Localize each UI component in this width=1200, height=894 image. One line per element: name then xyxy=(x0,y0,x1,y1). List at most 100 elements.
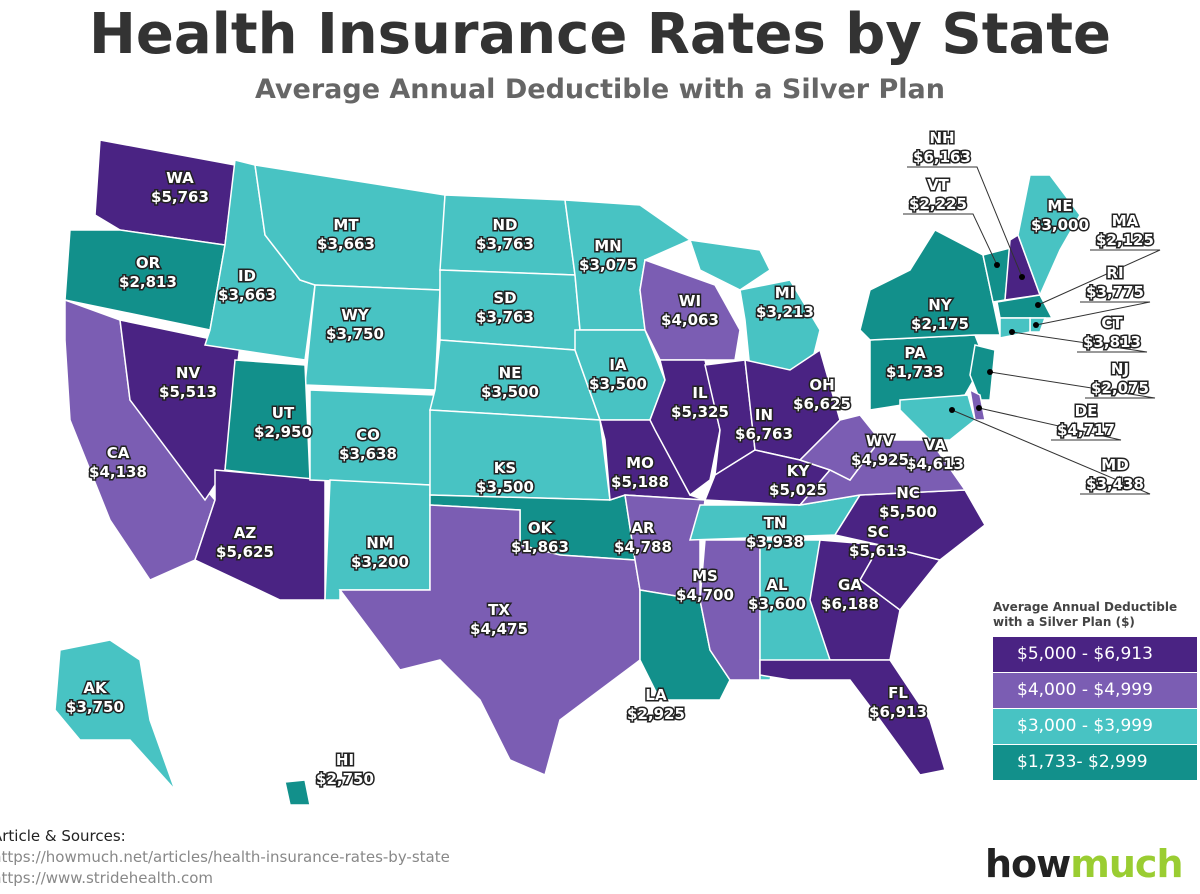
state-label-value: $3,075 xyxy=(579,256,637,274)
map-title: Health Insurance Rates by State xyxy=(88,2,1112,67)
state-de xyxy=(969,388,986,421)
state-label-abbr: FL xyxy=(888,684,908,702)
leader-line xyxy=(907,166,1023,278)
state-label-value: $5,625 xyxy=(216,543,274,561)
state-tx xyxy=(338,504,641,777)
state-label-value: $4,788 xyxy=(614,538,672,556)
sources: Article & Sources: https://howmuch.net/a… xyxy=(0,826,450,889)
state-label-value: $4,925 xyxy=(851,451,909,469)
state-label-abbr: NV xyxy=(176,364,201,382)
state-label-abbr: AZ xyxy=(234,524,257,542)
state-label-abbr: TN xyxy=(764,514,787,532)
state-label-abbr: LA xyxy=(645,686,667,704)
state-label-abbr: PA xyxy=(904,344,926,362)
leader-line xyxy=(1037,249,1161,306)
leader-line xyxy=(978,407,1122,441)
state-label-value: $3,763 xyxy=(476,235,534,253)
state-label-abbr: CO xyxy=(356,426,380,444)
state-label-value: $3,638 xyxy=(339,445,397,463)
state-label-value: $3,763 xyxy=(476,308,534,326)
state-label-abbr: MI xyxy=(775,284,796,302)
state-label-abbr: VT xyxy=(927,176,950,194)
state-label-value: $6,913 xyxy=(869,703,927,721)
leader-line xyxy=(951,409,1151,495)
leader-dot xyxy=(1033,322,1039,328)
state-label-abbr: WV xyxy=(866,432,895,450)
state-label-abbr: WY xyxy=(341,306,370,324)
state-label-value: $6,163 xyxy=(913,148,971,166)
source-link[interactable]: https://www.stridehealth.com xyxy=(0,869,214,887)
state-label-value: $5,325 xyxy=(671,403,729,421)
state-label-abbr: IN xyxy=(755,406,773,424)
legend-item-tier1: $5,000 - $6,913 xyxy=(993,637,1197,673)
state-az xyxy=(194,469,326,601)
state-label-value: $3,500 xyxy=(476,478,534,496)
state-label-abbr: ME xyxy=(1047,197,1072,215)
state-label-value: $3,938 xyxy=(746,533,804,551)
state-label-value: $3,213 xyxy=(756,303,814,321)
leader-line xyxy=(1011,331,1148,353)
state-label-value: $5,188 xyxy=(611,473,669,491)
state-label-abbr: IA xyxy=(609,356,627,374)
source-link[interactable]: https://howmuch.net/articles/health-insu… xyxy=(0,848,450,866)
state-label-value: $6,763 xyxy=(735,425,793,443)
state-ma xyxy=(996,294,1054,319)
state-label-value: $4,700 xyxy=(676,586,734,604)
state-ut xyxy=(224,359,311,481)
state-label-value: $5,763 xyxy=(151,188,209,206)
state-label-abbr: UT xyxy=(272,404,295,422)
state-label-abbr: NC xyxy=(896,484,920,502)
state-label-abbr: NM xyxy=(366,534,393,552)
leader-dot xyxy=(1035,302,1041,308)
state-label-abbr: RI xyxy=(1106,264,1123,282)
state-mi xyxy=(688,239,821,371)
state-label-abbr: CT xyxy=(1101,314,1123,332)
state-label-value: $6,188 xyxy=(821,595,879,613)
leader-dot xyxy=(994,262,1000,268)
state-label-value: $4,613 xyxy=(906,455,964,473)
legend-item-tier3: $3,000 - $3,999 xyxy=(993,709,1197,745)
leader-line xyxy=(903,213,998,266)
state-label-value: $2,813 xyxy=(119,273,177,291)
state-label-value: $2,750 xyxy=(316,770,374,788)
legend-item-tier4: $1,733- $2,999 xyxy=(993,745,1197,781)
state-label-abbr: MN xyxy=(594,237,621,255)
state-label-abbr: NH xyxy=(929,129,954,147)
state-label-abbr: VA xyxy=(924,436,947,454)
state-hi xyxy=(284,779,311,806)
state-label-value: $3,200 xyxy=(351,553,409,571)
state-label-abbr: TX xyxy=(488,601,510,619)
state-label-value: $3,750 xyxy=(326,325,384,343)
state-label-value: $3,775 xyxy=(1086,283,1144,301)
state-label-abbr: AK xyxy=(83,679,108,697)
state-label-abbr: SD xyxy=(493,289,516,307)
legend-title: Average Annual Deductible with a Silver … xyxy=(993,600,1178,629)
map-subtitle: Average Annual Deductible with a Silver … xyxy=(254,74,945,105)
state-label-value: $5,613 xyxy=(849,542,907,560)
state-label-value: $3,813 xyxy=(1083,333,1141,351)
state-label-value: $1,863 xyxy=(511,538,569,556)
state-label-value: $3,500 xyxy=(589,375,647,393)
state-label-value: $4,475 xyxy=(470,620,528,638)
state-label-abbr: HI xyxy=(336,751,354,769)
state-label-value: $4,717 xyxy=(1057,421,1115,439)
state-label-abbr: AR xyxy=(631,519,655,537)
state-label-value: $3,438 xyxy=(1086,475,1144,493)
state-label-abbr: ND xyxy=(492,216,517,234)
state-label-value: $6,625 xyxy=(793,395,851,413)
state-fl xyxy=(759,659,946,776)
state-label-value: $1,733 xyxy=(886,363,944,381)
state-label-abbr: NY xyxy=(928,296,953,314)
state-label-abbr: OR xyxy=(136,254,161,272)
state-label-value: $5,500 xyxy=(879,503,937,521)
state-label-abbr: KS xyxy=(494,459,516,477)
state-label-value: $2,925 xyxy=(627,705,685,723)
state-label-abbr: KY xyxy=(787,462,811,480)
state-label-value: $3,663 xyxy=(218,286,276,304)
state-ak xyxy=(54,639,176,791)
state-label-value: $3,600 xyxy=(748,595,806,613)
leader-dot xyxy=(1019,274,1025,280)
state-wv xyxy=(798,414,881,481)
state-label-value: $5,513 xyxy=(159,383,217,401)
